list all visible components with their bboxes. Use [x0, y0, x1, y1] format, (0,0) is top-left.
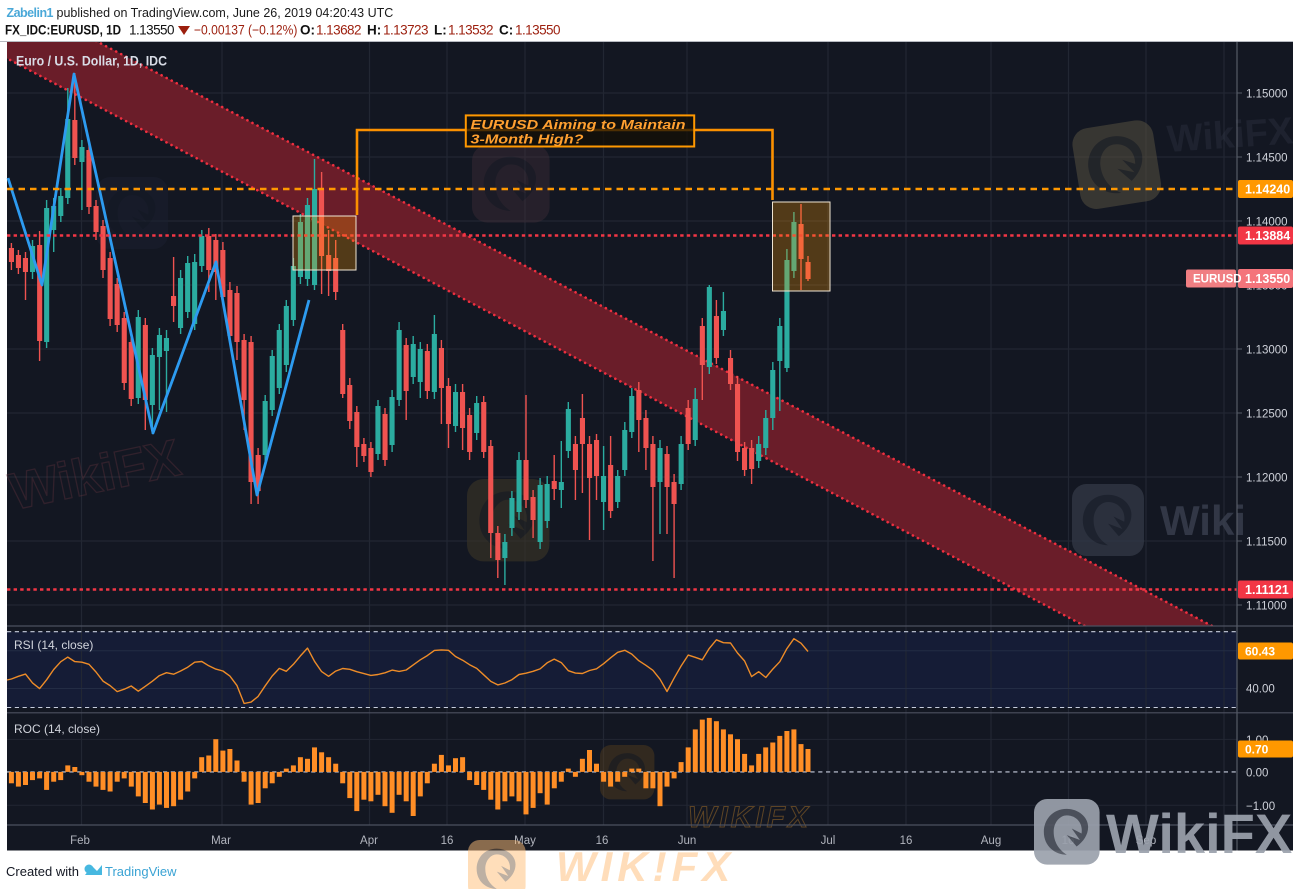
svg-text:H:: H: — [367, 23, 381, 38]
svg-text:1.11000: 1.11000 — [1246, 601, 1287, 613]
svg-text:Sep: Sep — [1136, 835, 1156, 847]
svg-text:1.11121: 1.11121 — [1245, 583, 1289, 597]
svg-text:1.12000: 1.12000 — [1246, 473, 1288, 485]
svg-text:Zabelin1: Zabelin1 — [7, 6, 54, 20]
svg-text:3-Month High?: 3-Month High? — [471, 131, 584, 146]
svg-text:1.13550: 1.13550 — [515, 23, 561, 38]
svg-text:1.11500: 1.11500 — [1246, 537, 1287, 549]
svg-text:O:: O: — [300, 23, 315, 38]
svg-text:0.00: 0.00 — [1246, 767, 1268, 779]
svg-text:RSI (14, close): RSI (14, close) — [14, 638, 93, 652]
svg-text:Wiki: Wiki — [1160, 497, 1246, 544]
svg-text:WikiFX: WikiFX — [1106, 802, 1292, 865]
svg-text:16: 16 — [900, 835, 913, 847]
svg-text:−0.00137 (−0.12%): −0.00137 (−0.12%) — [194, 23, 297, 38]
svg-text:Aug: Aug — [981, 835, 1001, 847]
svg-text:WikiFX: WikiFX — [1166, 110, 1296, 161]
svg-text:EURUSD: EURUSD — [1193, 274, 1242, 286]
svg-text:1.14500: 1.14500 — [1246, 153, 1288, 165]
svg-text:WIK!FX: WIK!FX — [556, 843, 735, 889]
svg-text:1.13884: 1.13884 — [1245, 229, 1290, 243]
svg-text:FX_IDC:EURUSD, 1D: FX_IDC:EURUSD, 1D — [5, 23, 121, 38]
svg-text:TradingView: TradingView — [105, 864, 177, 879]
svg-text:Euro / U.S. Dollar, 1D, IDC: Euro / U.S. Dollar, 1D, IDC — [16, 54, 167, 69]
svg-text:C:: C: — [499, 23, 513, 38]
svg-text:WIKIFX: WIKIFX — [688, 801, 811, 834]
svg-text:Jun: Jun — [678, 835, 697, 847]
svg-text:L:: L: — [434, 23, 447, 38]
svg-text:1.14000: 1.14000 — [1246, 217, 1288, 229]
svg-text:60.43: 60.43 — [1245, 645, 1275, 659]
svg-text:published on TradingView.com,: published on TradingView.com, June 26, 2… — [57, 6, 394, 20]
svg-text:0.70: 0.70 — [1245, 743, 1269, 757]
svg-text:40.00: 40.00 — [1246, 684, 1275, 696]
svg-text:Jul: Jul — [821, 835, 836, 847]
svg-text:1.15000: 1.15000 — [1246, 89, 1288, 101]
svg-text:Apr: Apr — [360, 835, 378, 847]
svg-text:Feb: Feb — [70, 835, 90, 847]
svg-text:16: 16 — [596, 835, 609, 847]
svg-text:1.13550: 1.13550 — [129, 23, 175, 38]
svg-text:1.14240: 1.14240 — [1245, 183, 1290, 197]
svg-text:EURUSD Aiming to Maintain: EURUSD Aiming to Maintain — [471, 117, 686, 132]
svg-text:16: 16 — [441, 835, 454, 847]
svg-text:1.13682: 1.13682 — [316, 23, 362, 38]
svg-text:ROC (14, close): ROC (14, close) — [14, 722, 100, 736]
svg-text:Mar: Mar — [211, 835, 231, 847]
svg-text:1.13723: 1.13723 — [383, 23, 429, 38]
svg-text:1.12500: 1.12500 — [1246, 409, 1288, 421]
svg-text:1.13532: 1.13532 — [448, 23, 494, 38]
svg-text:Created with: Created with — [6, 864, 79, 879]
svg-text:1.13550: 1.13550 — [1245, 272, 1290, 286]
svg-text:1.13000: 1.13000 — [1246, 345, 1288, 357]
svg-text:−1.00: −1.00 — [1246, 801, 1275, 813]
